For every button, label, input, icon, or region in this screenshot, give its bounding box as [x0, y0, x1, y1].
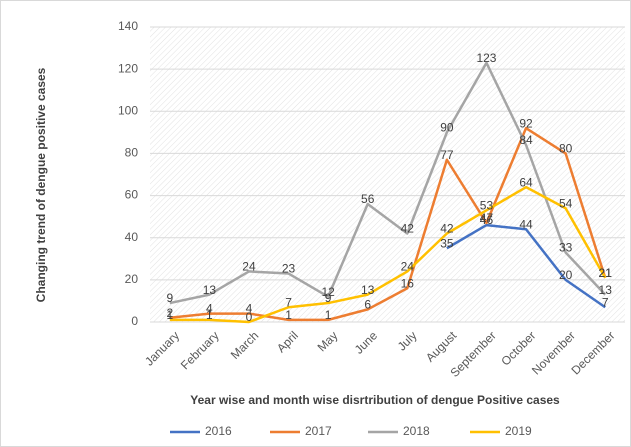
- data-label: 1: [325, 308, 332, 322]
- y-tick-label: 80: [125, 146, 139, 160]
- y-tick-label: 40: [125, 230, 139, 244]
- data-label: 7: [602, 295, 609, 309]
- data-label: 46: [480, 213, 494, 227]
- data-label: 20: [559, 268, 573, 282]
- series-line: [169, 126, 607, 322]
- data-label: 123: [476, 51, 496, 65]
- series-line: [169, 61, 607, 305]
- data-label: 53: [480, 198, 494, 212]
- y-axis-label: Changing trend of dengue positive cases: [34, 67, 48, 302]
- data-label: 54: [559, 196, 573, 210]
- data-label: 16: [401, 276, 415, 290]
- data-label: 1: [166, 308, 173, 322]
- data-label: 21: [599, 266, 613, 280]
- data-label: 1: [285, 308, 292, 322]
- data-label: 9: [166, 291, 173, 305]
- data-label: 92: [519, 116, 533, 130]
- x-axis-label: Year wise and month wise disrtribution o…: [190, 393, 560, 407]
- y-tick-label: 120: [118, 61, 138, 75]
- data-label: 84: [519, 133, 533, 147]
- data-label: 24: [401, 260, 415, 274]
- legend-label: 2017: [305, 424, 332, 438]
- y-tick-label: 140: [118, 19, 138, 33]
- data-label: 23: [282, 262, 296, 276]
- data-label: 12: [321, 285, 335, 299]
- data-label: 33: [559, 241, 573, 255]
- data-label: 13: [203, 283, 217, 297]
- series-line: [446, 223, 606, 309]
- y-tick-label: 100: [118, 103, 138, 117]
- data-label: 2: [166, 306, 173, 320]
- y-tick-label: 60: [125, 188, 139, 202]
- data-label: 7: [285, 295, 292, 309]
- plot-area: [150, 27, 625, 322]
- data-label: 9: [325, 291, 332, 305]
- data-label: 42: [401, 222, 415, 236]
- data-label: 44: [519, 217, 533, 231]
- data-label: 4: [246, 302, 253, 316]
- data-label: 47: [480, 211, 494, 225]
- data-label: 42: [440, 222, 454, 236]
- legend-label: 2018: [403, 424, 430, 438]
- y-tick-label: 0: [131, 314, 138, 328]
- y-tick-label: 20: [125, 272, 139, 286]
- data-label: 13: [599, 283, 613, 297]
- data-label: 77: [440, 148, 454, 162]
- data-label: 90: [440, 121, 454, 135]
- data-label: 24: [242, 260, 256, 274]
- data-label: 64: [519, 175, 533, 189]
- legend-label: 2019: [505, 424, 532, 438]
- legend-label: 2016: [205, 424, 232, 438]
- data-label: 13: [361, 283, 375, 297]
- data-label: 1: [206, 308, 213, 322]
- data-label: 21: [599, 266, 613, 280]
- data-label: 6: [364, 298, 371, 312]
- data-label: 80: [559, 142, 573, 156]
- data-label: 0: [246, 310, 253, 324]
- data-label: 4: [206, 302, 213, 316]
- series-line: [169, 185, 607, 324]
- data-label: 35: [440, 236, 454, 250]
- data-label: 56: [361, 192, 375, 206]
